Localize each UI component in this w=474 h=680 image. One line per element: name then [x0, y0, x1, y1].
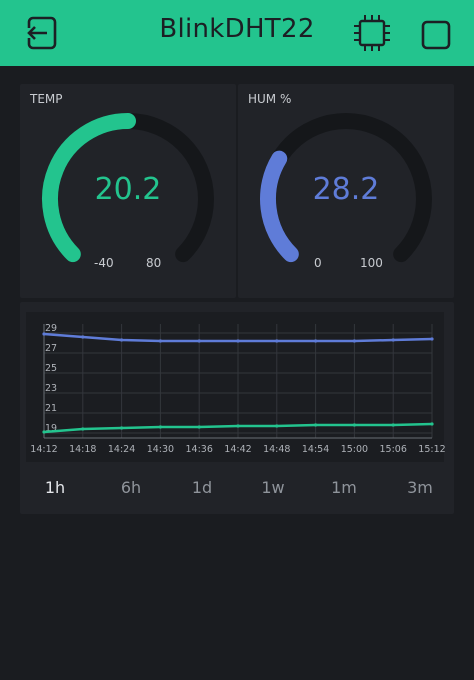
gauge-fill [260, 150, 299, 263]
gauge-value: 20.2 [94, 172, 162, 207]
chart-area [26, 312, 444, 462]
x-tick-label: 15:06 [380, 444, 407, 455]
data-point [197, 425, 201, 429]
tab-1d[interactable]: 1d [191, 478, 213, 497]
humidity-gauge[interactable]: HUM % 28.2 0 100 [238, 84, 454, 298]
data-point [81, 427, 85, 431]
data-point [158, 425, 162, 429]
data-point [158, 339, 162, 343]
temp-gauge[interactable]: TEMP 20.2 -40 80 [20, 84, 236, 298]
data-point [352, 339, 356, 343]
x-tick-label: 14:30 [147, 444, 174, 455]
data-point [236, 424, 240, 428]
data-point [352, 423, 356, 427]
gauge-label: TEMP [30, 92, 63, 106]
x-tick-label: 14:12 [30, 444, 57, 455]
tab-6h[interactable]: 6h [120, 478, 142, 497]
gauge-max: 80 [146, 256, 162, 270]
chip-icon[interactable] [352, 13, 392, 57]
data-point [236, 339, 240, 343]
data-point [120, 338, 124, 342]
x-tick-label: 14:48 [263, 444, 290, 455]
exit-arrow-icon[interactable] [22, 15, 58, 55]
data-point [391, 338, 395, 342]
gauge-min: -40 [94, 256, 114, 270]
app-header: BlinkDHT22 [0, 0, 474, 66]
y-tick-label: 29 [45, 323, 57, 334]
data-point [391, 423, 395, 427]
tab-3m[interactable]: 3m [407, 478, 433, 497]
x-tick-label: 15:00 [341, 444, 368, 455]
data-point [430, 422, 434, 426]
x-tick-label: 14:42 [224, 444, 251, 455]
data-point [314, 423, 318, 427]
y-tick-label: 25 [45, 363, 57, 374]
data-point [42, 332, 46, 336]
history-chart: 14:12 14:18 14:24 14:30 14:36 14:42 14:48 14:54… [26, 312, 446, 462]
app-title: BlinkDHT22 [159, 14, 315, 44]
gauge-dial [42, 113, 214, 263]
y-tick-label: 21 [45, 403, 57, 414]
period-tabs: 1h 6h 1d 1w 1m 3m [20, 478, 438, 506]
x-tick-label: 14:36 [186, 444, 213, 455]
data-point [275, 339, 279, 343]
history-chart-panel[interactable]: 14:12 14:18 14:24 14:30 14:36 14:42 14:48 14:54… [20, 302, 454, 514]
gauge-value: 28.2 [312, 172, 380, 207]
stop-square-icon[interactable] [421, 20, 451, 54]
x-tick-label: 15:12 [418, 444, 445, 455]
tab-1w[interactable]: 1w [261, 478, 285, 497]
data-point [430, 337, 434, 341]
gauge-min: 0 [314, 256, 322, 270]
gauge-fill [42, 113, 136, 263]
y-tick-label: 23 [45, 383, 57, 394]
data-point [314, 339, 318, 343]
x-tick-label: 14:18 [69, 444, 96, 455]
tab-1h[interactable]: 1h [44, 478, 66, 497]
data-point [275, 424, 279, 428]
tab-1m[interactable]: 1m [331, 478, 357, 497]
data-point [120, 426, 124, 430]
x-tick-label: 14:24 [108, 444, 135, 455]
gauge-dial [260, 113, 432, 263]
x-tick-label: 14:54 [302, 444, 329, 455]
gauge-label: HUM % [248, 92, 292, 106]
gauge-max: 100 [360, 256, 383, 270]
data-point [81, 335, 85, 339]
data-point [42, 430, 46, 434]
y-tick-label: 19 [45, 423, 57, 434]
data-point [197, 339, 201, 343]
y-tick-label: 27 [45, 343, 57, 354]
